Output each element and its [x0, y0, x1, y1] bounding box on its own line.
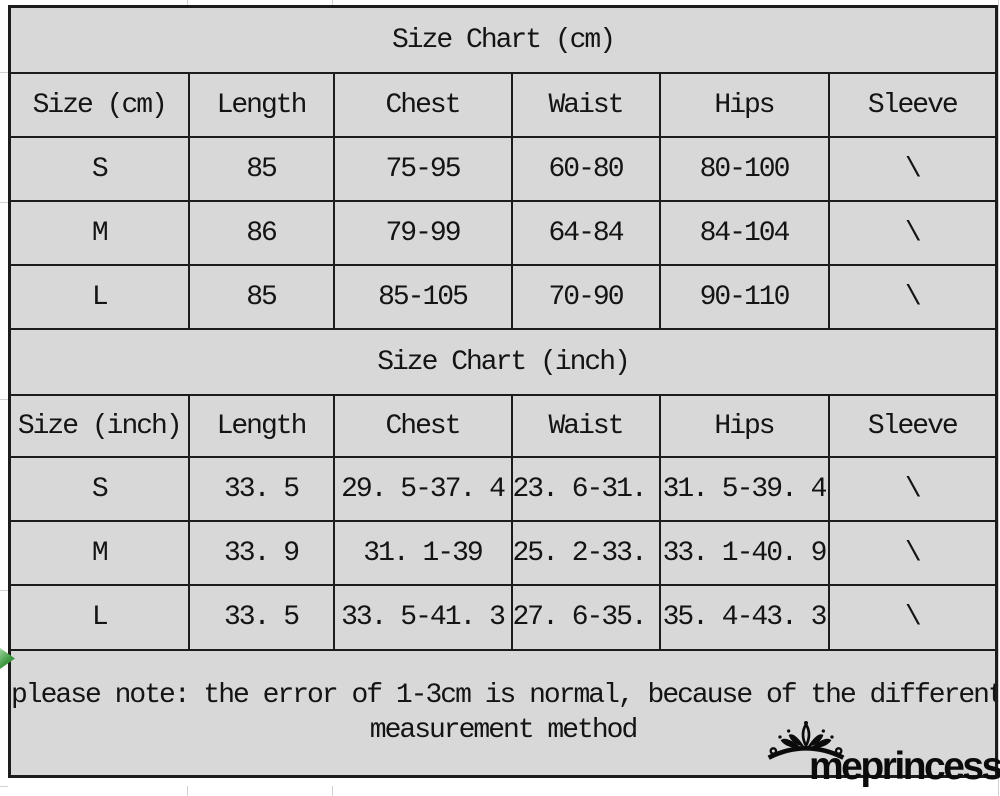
column-header: Sleeve	[827, 72, 998, 138]
table-row: S 85 75-95 60-80 80-100 \	[8, 136, 998, 202]
table-cell: 64-84	[510, 200, 661, 266]
table-cell: \	[827, 520, 998, 586]
size-label: L	[8, 264, 190, 330]
brand-name: meprincess	[809, 745, 1000, 788]
table-row: M 86 79-99 64-84 84-104 \	[8, 200, 998, 266]
gridline	[0, 786, 8, 787]
column-header: Chest	[332, 394, 513, 458]
table-cell: 86	[187, 200, 335, 266]
table-row: L 33. 5 33. 5-41. 3 27. 6-35. 4 35. 4-43…	[8, 584, 998, 651]
note-cell: please note: the error of 1-3cm is norma…	[8, 649, 998, 778]
gridline	[998, 0, 999, 796]
table-row: S 33. 5 29. 5-37. 4 23. 6-31. 5 31. 5-39…	[8, 456, 998, 522]
table-cell: 60-80	[510, 136, 661, 202]
column-header: Size (inch)	[8, 394, 190, 458]
table-title-cm: Size Chart (cm)	[8, 5, 998, 74]
table-cell: 90-110	[658, 264, 830, 330]
column-header: Length	[187, 394, 335, 458]
column-header: Hips	[658, 394, 830, 458]
table-cell: 75-95	[332, 136, 513, 202]
gridline	[0, 399, 8, 400]
gridline	[0, 72, 8, 73]
gridline	[187, 786, 188, 796]
table-cell: \	[827, 456, 998, 522]
table-cell: 33. 9	[187, 520, 335, 586]
size-label: S	[8, 136, 190, 202]
gridline	[0, 202, 8, 203]
table-cell: 84-104	[658, 200, 830, 266]
note-line-1: please note: the error of 1-3cm is norma…	[11, 680, 997, 711]
title-row-cm: Size Chart (cm)	[8, 5, 998, 74]
table-cell: 33. 1-40. 9	[658, 520, 830, 586]
table-cell: 79-99	[332, 200, 513, 266]
table-cell: 85-105	[332, 264, 513, 330]
table-row: M 33. 9 31. 1-39 25. 2-33. 1 33. 1-40. 9…	[8, 520, 998, 586]
table-cell: 31. 1-39	[332, 520, 513, 586]
gridline	[332, 0, 333, 5]
header-row-inch: Size (inch) Length Chest Waist Hips Slee…	[8, 394, 998, 458]
table-row: L 85 85-105 70-90 90-110 \	[8, 264, 998, 330]
crown-icon	[767, 721, 845, 760]
table-cell: 80-100	[658, 136, 830, 202]
column-header: Waist	[510, 394, 661, 458]
column-header: Waist	[510, 72, 661, 138]
note-row: please note: the error of 1-3cm is norma…	[8, 649, 998, 778]
table-cell: 85	[187, 264, 335, 330]
table-cell: 35. 4-43. 3	[658, 584, 830, 651]
table-cell: 70-90	[510, 264, 661, 330]
size-label: S	[8, 456, 190, 522]
table-cell: 31. 5-39. 4	[658, 456, 830, 522]
note-line-2: measurement method	[369, 715, 638, 746]
header-row-cm: Size (cm) Length Chest Waist Hips Sleeve	[8, 72, 998, 138]
size-label: M	[8, 200, 190, 266]
brand-logo: meprincess	[762, 716, 1000, 796]
column-header: Chest	[332, 72, 513, 138]
size-chart-table: Size Chart (cm) Size (cm) Length Chest W…	[8, 5, 999, 778]
table-cell: 33. 5	[187, 584, 335, 651]
table-cell: 33. 5	[187, 456, 335, 522]
gridline	[0, 590, 8, 591]
table-cell: 23. 6-31. 5	[510, 456, 661, 522]
size-label: M	[8, 520, 190, 586]
table-cell: 85	[187, 136, 335, 202]
column-header: Sleeve	[827, 394, 998, 458]
column-header: Hips	[658, 72, 830, 138]
gridline	[187, 0, 188, 5]
size-label: L	[8, 584, 190, 651]
table-cell: 27. 6-35. 4	[510, 584, 661, 651]
table-cell: \	[827, 584, 998, 651]
table-title-inch: Size Chart (inch)	[8, 328, 998, 396]
title-row-inch: Size Chart (inch)	[8, 328, 998, 396]
table-cell: 25. 2-33. 1	[510, 520, 661, 586]
column-header: Size (cm)	[8, 72, 190, 138]
column-header: Length	[187, 72, 335, 138]
table-cell: \	[827, 136, 998, 202]
gridline	[332, 786, 333, 796]
table-cell: 33. 5-41. 3	[332, 584, 513, 651]
table-cell: \	[827, 200, 998, 266]
table-cell: 29. 5-37. 4	[332, 456, 513, 522]
table-cell: \	[827, 264, 998, 330]
